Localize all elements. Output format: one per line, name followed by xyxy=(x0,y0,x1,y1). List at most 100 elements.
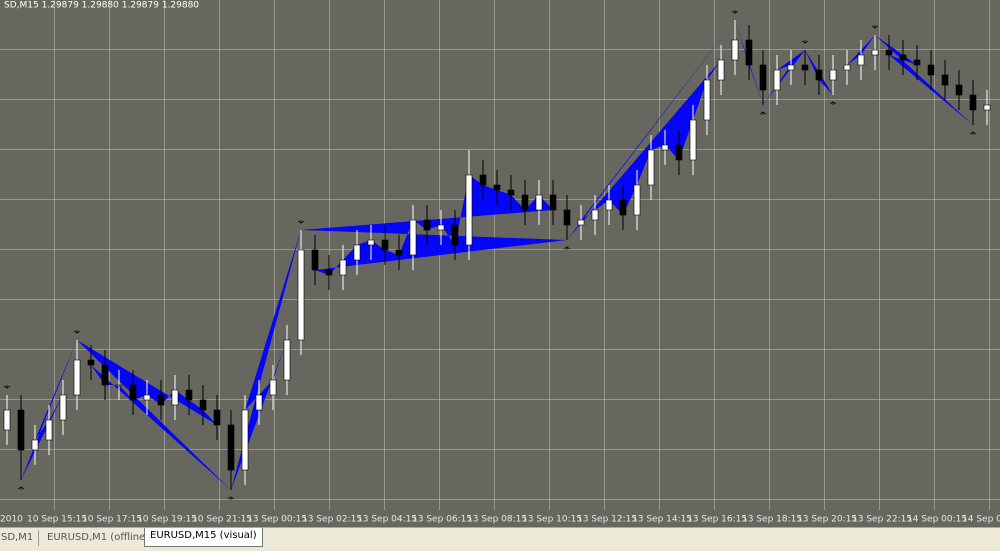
candle-body xyxy=(395,249,403,256)
candle-body xyxy=(157,394,165,406)
candle-body xyxy=(563,209,571,226)
candle-body xyxy=(773,69,781,91)
candle-body xyxy=(465,174,473,246)
candle-body xyxy=(507,189,515,196)
candle-body xyxy=(311,249,319,271)
tab[interactable]: SD,M1 xyxy=(0,530,40,546)
candle-body xyxy=(297,249,305,341)
candle-body xyxy=(885,49,893,56)
zigzag-fill xyxy=(7,395,21,480)
x-tick-label: 10 Sep 19:15 xyxy=(137,515,197,525)
fractal-marker xyxy=(801,40,809,44)
candle-body xyxy=(647,149,655,186)
candle-body xyxy=(969,94,977,111)
candle-body xyxy=(759,64,767,91)
zigzag-fill xyxy=(567,20,735,240)
candle-body xyxy=(941,74,949,86)
x-tick-label: 13 Sep 18:15 xyxy=(742,515,802,525)
candle-body xyxy=(703,79,711,121)
candle-body xyxy=(801,64,809,71)
candle-body xyxy=(857,54,865,66)
x-tick-label: 10 Sep 17:15 xyxy=(82,515,142,525)
candle-body xyxy=(185,389,193,401)
candle-body xyxy=(31,439,39,451)
candle-body xyxy=(787,64,795,71)
time-axis-band xyxy=(0,510,1000,527)
zigzag-fill xyxy=(231,230,301,490)
candle-body xyxy=(381,239,389,251)
x-tick-label: 13 Sep 20:15 xyxy=(797,515,857,525)
tab-active[interactable]: EURUSD,M15 (visual) xyxy=(144,528,263,547)
fractal-marker xyxy=(73,330,81,334)
candle-body xyxy=(689,119,697,161)
candle-body xyxy=(213,409,221,426)
x-tick-label: 13 Sep 14:15 xyxy=(632,515,692,525)
candle-body xyxy=(129,384,137,401)
candle-body xyxy=(829,69,837,81)
candle-body xyxy=(451,224,459,246)
x-tick-label: 13 Sep 04:15 xyxy=(357,515,417,525)
candle-body xyxy=(101,364,109,386)
candle-body xyxy=(339,259,347,276)
tab[interactable]: EURUSD,M1 (offline) xyxy=(42,530,156,546)
fractal-marker xyxy=(17,486,25,490)
chart-title: SD,M15 1.29879 1.29880 1.29879 1.29880 xyxy=(4,1,199,11)
candle-body xyxy=(227,424,235,471)
candle-body xyxy=(115,384,123,387)
zigzag-fill xyxy=(301,175,567,275)
x-tick-label: 13 Sep 02:15 xyxy=(302,515,362,525)
candle-body xyxy=(913,59,921,66)
candle-body xyxy=(143,394,151,401)
candle-body xyxy=(745,39,753,66)
chart: SD,M15 1.29879 1.29880 1.29879 1.29880 2… xyxy=(0,0,1000,527)
candle-body xyxy=(73,359,81,396)
fractal-marker xyxy=(227,496,235,500)
candle-body xyxy=(423,219,431,231)
candle-body xyxy=(535,194,543,211)
candle-body xyxy=(241,409,249,471)
candle-body xyxy=(87,359,95,366)
candle-body xyxy=(171,389,179,406)
candle-body xyxy=(605,199,613,211)
candle-body xyxy=(325,269,333,276)
candle-body xyxy=(367,239,375,246)
fractal-marker xyxy=(3,385,11,389)
candle-body xyxy=(521,194,529,211)
candle-body xyxy=(409,219,417,256)
zigzag-fill xyxy=(833,35,875,95)
fractal-marker xyxy=(969,131,977,135)
candle-body xyxy=(871,49,879,56)
candle-body xyxy=(955,84,963,96)
candle-body xyxy=(619,199,627,216)
candle-body xyxy=(983,104,991,111)
candle-body xyxy=(255,394,263,411)
candle-body xyxy=(493,184,501,191)
fractal-marker xyxy=(731,10,739,14)
x-tick-label: 13 Sep 22:15 xyxy=(852,515,912,525)
x-tick-label: 13 Sep 00:15 xyxy=(247,515,307,525)
candle-body xyxy=(661,144,669,151)
candle-body xyxy=(577,219,585,226)
candle-body xyxy=(437,224,445,231)
candle-body xyxy=(479,174,487,186)
candle-body xyxy=(59,394,67,421)
fractal-marker xyxy=(563,246,571,250)
candle-body xyxy=(591,209,599,221)
fractal-marker xyxy=(297,220,305,224)
x-tick-label: 2010 xyxy=(0,515,23,525)
candle-body xyxy=(269,379,277,396)
candle-body xyxy=(3,409,11,431)
x-tick-label: 14 Sep 02:15 xyxy=(962,515,1000,525)
candle-body xyxy=(353,244,361,261)
fractal-marker xyxy=(871,25,879,29)
x-tick-label: 13 Sep 12:15 xyxy=(577,515,637,525)
candle-body xyxy=(633,184,641,216)
candle-body xyxy=(899,54,907,61)
candle-body xyxy=(283,339,291,381)
zigzag-fill xyxy=(763,50,805,105)
zigzag-fill xyxy=(77,340,231,490)
x-tick-label: 13 Sep 10:15 xyxy=(522,515,582,525)
zigzag-fill xyxy=(875,35,973,125)
fractal-marker xyxy=(759,111,767,115)
